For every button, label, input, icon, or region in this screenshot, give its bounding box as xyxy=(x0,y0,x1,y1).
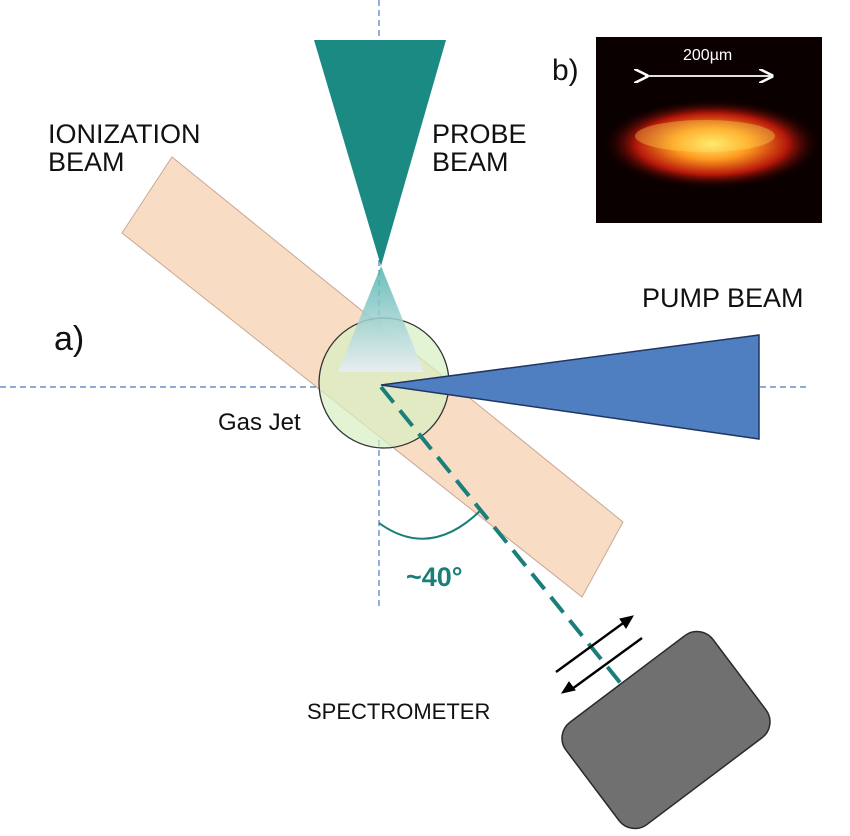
panel-label-a: a) xyxy=(54,320,85,358)
angle-label: ~40° xyxy=(406,562,463,592)
probe-beam xyxy=(314,40,446,266)
pump-beam xyxy=(380,334,760,440)
probe-beam-cone xyxy=(338,266,424,372)
double-arrow-icon xyxy=(555,615,643,694)
ionization-label-line-1: IONIZATION xyxy=(48,119,201,149)
ionization-beam-label: IONIZATION BEAM xyxy=(48,120,201,177)
pump-beam-label: PUMP BEAM xyxy=(642,283,804,313)
probe-beam-label: PROBE BEAM xyxy=(432,120,527,177)
panel-label-b: b) xyxy=(552,54,579,87)
spectrometer xyxy=(561,630,771,830)
scale-bar-label: 200µm xyxy=(683,47,733,64)
probe-label-line-1: PROBE xyxy=(432,119,527,149)
probe-label-line-2: BEAM xyxy=(432,147,509,178)
spectrometer-label: SPECTROMETER xyxy=(307,699,491,724)
inset-image xyxy=(596,37,822,223)
angle-arc xyxy=(378,509,482,540)
gas-jet-label: Gas Jet xyxy=(218,409,301,436)
ionization-label-line-2: BEAM xyxy=(48,147,125,178)
spectrometer-axis xyxy=(379,385,624,687)
